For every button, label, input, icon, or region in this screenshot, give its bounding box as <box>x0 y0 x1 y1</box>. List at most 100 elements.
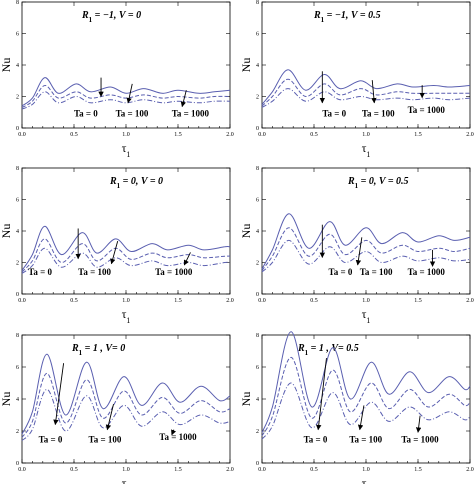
annotation-label: Ta = 0 <box>329 267 353 277</box>
annotation-label: Ta = 0 <box>322 109 346 119</box>
y-tick-label: 6 <box>16 365 19 371</box>
y-tick-label: 2 <box>256 429 259 435</box>
annotation-label: Ta = 100 <box>362 109 395 119</box>
x-tick-label: 1.5 <box>414 132 422 138</box>
panel-title: R1 = −1, V = 0 <box>81 10 141 24</box>
x-tick-label: 0.0 <box>18 467 26 473</box>
x-tick-label: 0.5 <box>70 132 78 138</box>
series-line-dashdot <box>261 88 471 108</box>
y-axis-label: Nu <box>0 224 13 239</box>
y-tick-label: 0 <box>16 292 19 298</box>
series-line-solid <box>261 69 471 105</box>
x-tick-label: 2.0 <box>226 132 234 138</box>
annotation-arrow <box>183 252 191 266</box>
y-axis-label: Nu <box>239 224 253 239</box>
annotation-label: Ta = 0 <box>74 109 98 119</box>
y-axis-label: Nu <box>0 58 13 73</box>
y-tick-label: 6 <box>256 198 259 204</box>
x-axis-label: τ1 <box>362 476 371 484</box>
annotation-label: Ta = 1000 <box>408 267 446 277</box>
annotation-arrow <box>316 357 327 431</box>
series-line-dashdot <box>21 388 231 441</box>
y-tick-label: 6 <box>256 32 259 38</box>
x-tick-label: 2.0 <box>466 298 474 304</box>
annotation-label: Ta = 1000 <box>155 267 193 277</box>
x-tick-label: 1.5 <box>414 298 422 304</box>
annotation-label: Ta = 100 <box>349 435 382 445</box>
y-axis-label: Nu <box>239 392 253 407</box>
annotation-arrow <box>110 240 119 265</box>
x-tick-label: 1.0 <box>122 132 130 138</box>
series-line-dashed <box>261 356 471 437</box>
x-tick-label: 0.0 <box>258 298 266 304</box>
series-line-dashdot <box>261 239 471 273</box>
annotation-arrow <box>371 80 377 104</box>
y-tick-label: 8 <box>16 166 19 172</box>
y-tick-label: 2 <box>16 261 19 267</box>
series-line-dashed <box>261 227 471 271</box>
chart-panel-2: 0.0 0.5 1.0 1.5 2.0 0 2 4 6 8 Nu τ1 R1 = −1, V = 0.5… <box>239 0 474 159</box>
series-line-dashed <box>21 85 231 108</box>
x-axis-label: τ1 <box>362 141 371 159</box>
y-tick-label: 4 <box>16 229 19 235</box>
y-tick-label: 4 <box>16 63 19 69</box>
annotation-arrow <box>355 237 363 266</box>
y-tick-label: 4 <box>16 397 19 403</box>
chart-panel-3: 0.0 0.5 1.0 1.5 2.0 0 2 4 6 8 Nu τ1 R1 = 0, V = 0 Ta … <box>0 166 234 325</box>
y-tick-label: 2 <box>256 95 259 101</box>
annotation-label: Ta = 100 <box>78 267 111 277</box>
x-axis-label: τ1 <box>122 476 131 484</box>
panel-title: R1 = 0, V = 0.5 <box>347 176 409 190</box>
x-tick-label: 0.0 <box>258 467 266 473</box>
annotation-label: Ta = 0 <box>28 267 52 277</box>
series-line-dashed <box>21 372 231 438</box>
chart-panel-1: 0.0 0.5 1.0 1.5 2.0 0 2 4 6 8 Nu τ1 R1 = −1, V = 0 Ta… <box>0 0 234 159</box>
y-tick-label: 4 <box>256 63 259 69</box>
y-tick-label: 8 <box>16 333 19 339</box>
x-tick-label: 1.5 <box>174 298 182 304</box>
annotation-label: Ta = 100 <box>89 435 122 445</box>
y-tick-label: 6 <box>256 365 259 371</box>
x-tick-label: 2.0 <box>466 132 474 138</box>
annotation-label: Ta = 1000 <box>172 109 210 119</box>
y-tick-label: 8 <box>256 166 259 172</box>
x-tick-label: 1.5 <box>174 132 182 138</box>
x-tick-label: 0.5 <box>310 467 318 473</box>
x-tick-label: 2.0 <box>226 298 234 304</box>
series-line-solid <box>21 353 231 435</box>
series-line-dashed <box>261 78 470 107</box>
annotation-label: Ta = 1000 <box>401 435 439 445</box>
y-tick-label: 2 <box>256 261 259 267</box>
y-tick-label: 2 <box>16 429 19 435</box>
y-axis-label: Nu <box>0 392 13 407</box>
chart-panel-5: 0.0 0.5 1.0 1.5 2.0 0 2 4 6 8 Nu τ1 R1 = 1 , V= 0 Ta … <box>0 333 234 484</box>
annotation-label: Ta = 0 <box>39 435 63 445</box>
x-axis-label: τ1 <box>122 141 131 159</box>
y-tick-label: 6 <box>16 198 19 204</box>
panel-title: R1 = −1, V = 0.5 <box>313 10 381 24</box>
x-tick-label: 1.0 <box>362 467 370 473</box>
panel-title: R1 = 1 , V= 0.5 <box>297 343 359 357</box>
series-line-dashdot <box>21 91 231 110</box>
x-tick-label: 1.5 <box>414 467 422 473</box>
annotation-label: Ta = 100 <box>116 109 149 119</box>
y-tick-label: 8 <box>256 0 259 6</box>
annotation-arrow <box>357 405 365 431</box>
x-tick-label: 1.5 <box>174 467 182 473</box>
y-tick-label: 2 <box>16 95 19 101</box>
annotation-arrow <box>126 83 133 104</box>
y-tick-label: 8 <box>16 0 19 6</box>
x-tick-label: 0.5 <box>70 467 78 473</box>
y-tick-label: 6 <box>16 32 19 38</box>
x-axis-label: τ1 <box>122 307 131 325</box>
y-tick-label: 4 <box>256 397 259 403</box>
y-tick-label: 0 <box>256 461 259 467</box>
panel-title: R1 = 0, V = 0 <box>109 176 163 190</box>
series-line-solid <box>21 225 231 271</box>
series-line-dashdot <box>261 382 471 440</box>
x-tick-label: 1.0 <box>122 298 130 304</box>
chart-panel-4: 0.0 0.5 1.0 1.5 2.0 0 2 4 6 8 Nu τ1 R1 = 0, V = 0.5 T… <box>239 166 474 325</box>
annotation-arrow <box>105 404 114 431</box>
series-line-solid <box>21 77 231 107</box>
